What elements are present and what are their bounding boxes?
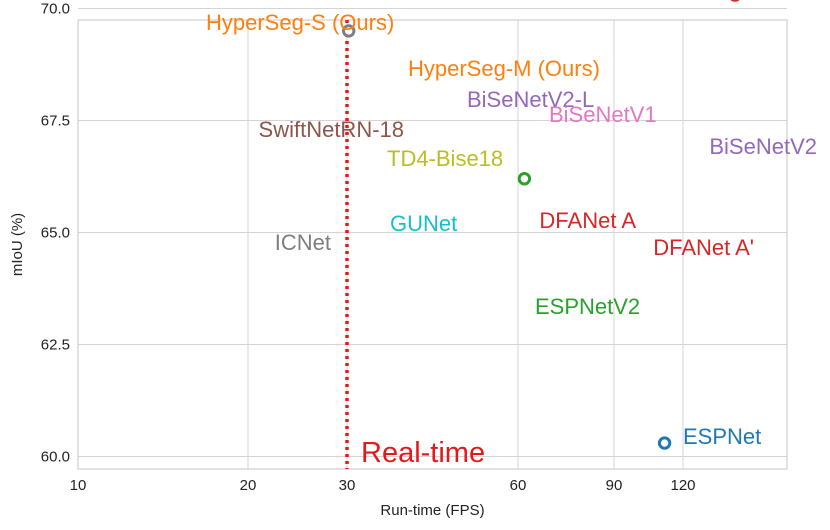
point-label: GUNet <box>390 211 457 236</box>
point-labels: HyperSeg-S (Ours) HyperSeg-M (Ours) SwiftN… <box>206 10 817 449</box>
point-label: ESPNetV2 <box>535 294 640 319</box>
point-label: BiSeNetV2-L <box>467 87 594 112</box>
point-label: DFANet A <box>539 208 636 233</box>
point-label: ESPNet <box>683 424 761 449</box>
y-tick-labels: 60.062.565.067.570.072.575.077.5 <box>41 1 70 466</box>
point-label: SwiftNetRN-18 <box>259 117 404 142</box>
plot-frame <box>77 19 788 470</box>
point-label: ICNet <box>275 230 331 255</box>
y-tick-label: 60.0 <box>41 449 70 466</box>
series <box>342 0 740 450</box>
point-label: HyperSeg-S (Ours) <box>206 10 394 35</box>
x-tick-label: 90 <box>606 477 623 494</box>
point-label: DFANet A' <box>653 235 754 260</box>
y-tick-label: 67.5 <box>41 113 70 130</box>
point-label: BiSeNetV1 <box>549 102 657 127</box>
y-axis-title: mIoU (%) <box>9 213 26 276</box>
x-axis-title: Run-time (FPS) <box>380 502 484 519</box>
y-tick-label: 65.0 <box>41 225 70 242</box>
point-label: BiSeNetV2 <box>709 134 817 159</box>
x-tick-label: 60 <box>510 477 527 494</box>
y-tick-label: 62.5 <box>41 337 70 354</box>
data-point <box>657 436 672 450</box>
x-tick-label: 20 <box>240 477 257 494</box>
realtime-label: Real-time <box>361 437 485 469</box>
x-tick-label: 120 <box>670 477 695 494</box>
y-tick-label: 70.0 <box>41 1 70 18</box>
x-tick-label: 30 <box>339 477 356 494</box>
x-tick-labels: 10 20 30 60 90 120 <box>70 477 696 494</box>
point-label: TD4-Bise18 <box>387 146 503 171</box>
data-point <box>342 24 356 38</box>
data-point <box>517 172 532 186</box>
point-label: HyperSeg-M (Ours) <box>408 56 600 81</box>
x-tick-label: 10 <box>70 477 87 494</box>
